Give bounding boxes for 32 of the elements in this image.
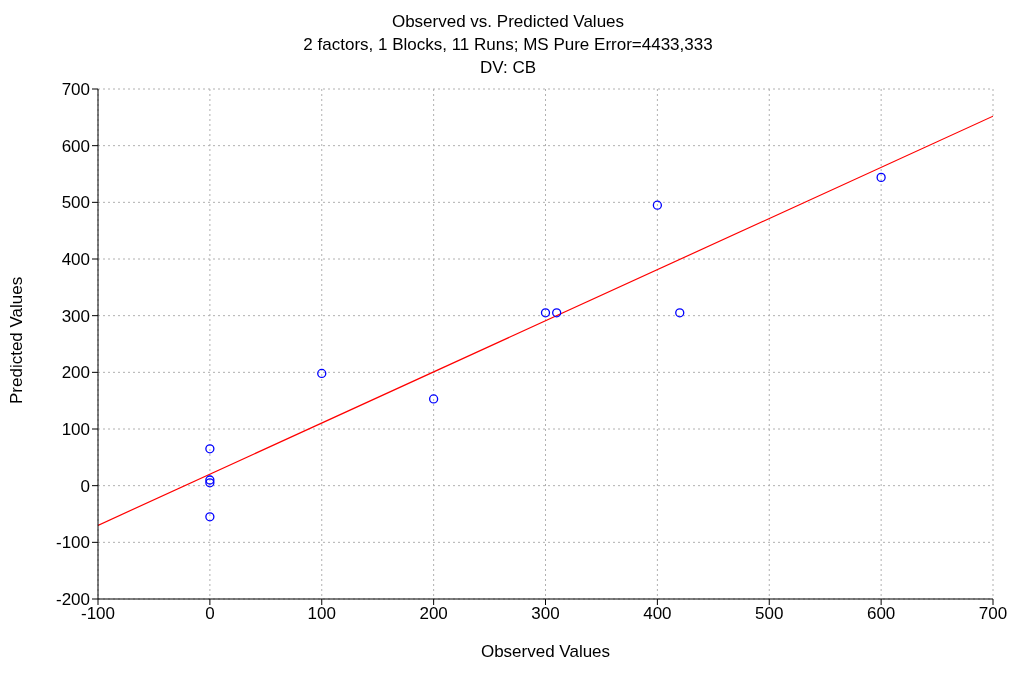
point bbox=[652, 200, 663, 210]
y-tick-label: 300 bbox=[61, 306, 90, 326]
point bbox=[205, 444, 215, 454]
x-tick-label: -100 bbox=[80, 604, 116, 624]
x-tick-label: 300 bbox=[531, 604, 560, 624]
chart-title: Observed vs. Predicted Values bbox=[390, 11, 626, 33]
point bbox=[876, 172, 886, 183]
x-tick-label: 400 bbox=[643, 604, 672, 624]
point bbox=[317, 368, 327, 379]
y-tick-label: 200 bbox=[61, 363, 90, 383]
x-tick-label: 700 bbox=[978, 604, 1008, 624]
x-tick-label: 100 bbox=[307, 604, 336, 624]
y-tick-label: -100 bbox=[55, 533, 90, 553]
point bbox=[205, 512, 215, 522]
point bbox=[552, 308, 562, 318]
point bbox=[540, 308, 551, 318]
x-tick-label: 500 bbox=[755, 604, 784, 624]
y-axis-title: Predicted Values bbox=[7, 276, 27, 404]
x-axis-title: Observed Values bbox=[480, 642, 611, 661]
text: DV: CB bbox=[478, 57, 537, 79]
y-tick-label: 0 bbox=[80, 476, 90, 496]
x-tick-label: 600 bbox=[866, 604, 896, 624]
point bbox=[675, 308, 685, 318]
y-tick-label: 600 bbox=[61, 136, 90, 156]
y-tick-label: 400 bbox=[61, 250, 90, 270]
y-tick-label: 100 bbox=[61, 420, 90, 440]
x-tick-label: 200 bbox=[419, 604, 448, 624]
point bbox=[428, 394, 439, 404]
x-tick-label: 0 bbox=[205, 604, 215, 624]
y-tick-label: 700 bbox=[61, 80, 90, 100]
y-tick-label: 500 bbox=[61, 193, 90, 213]
chart-subtitle: 2 factors, 1 Blocks, 11 Runs; MS Pure Error=4433,333 bbox=[302, 34, 714, 56]
